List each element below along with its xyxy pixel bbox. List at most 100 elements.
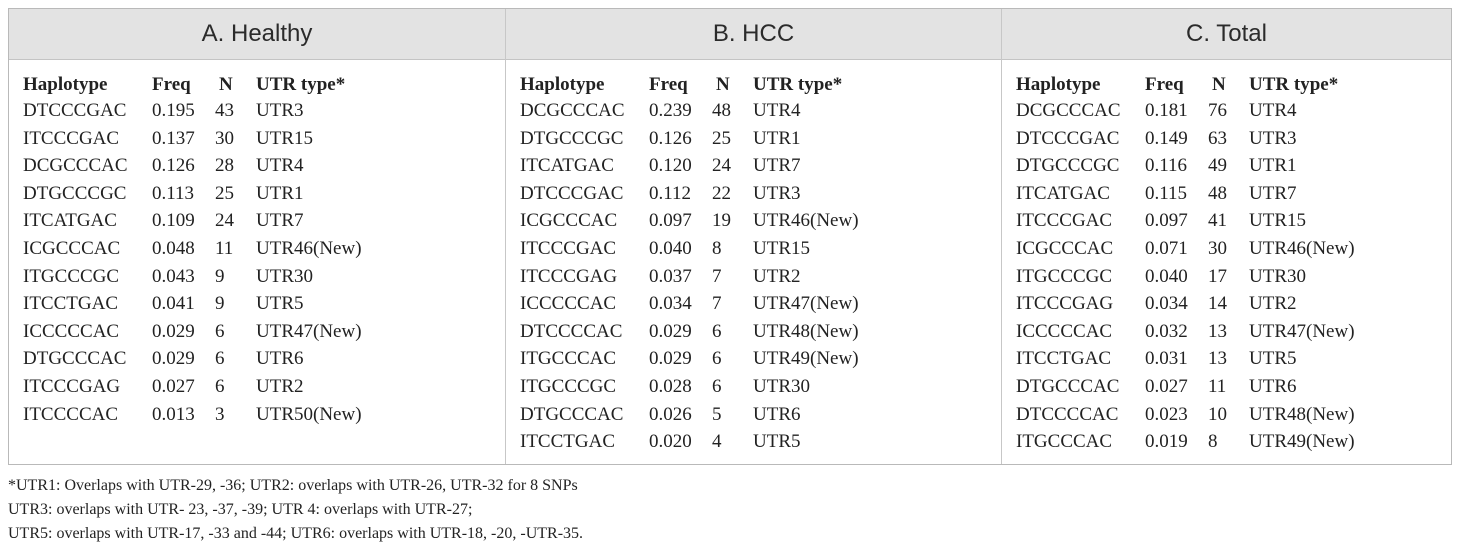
haplotype-cell: ITCATGAC bbox=[23, 210, 117, 232]
haplotype-cell: DTGCCCGC bbox=[23, 182, 127, 204]
utr-type-cell: UTR6 bbox=[256, 348, 304, 370]
haplotype-cell: ICGCCCAC bbox=[520, 210, 618, 232]
panel-rows: Haplotype Freq N UTR type* DCGCCCAC 0.181 76 UT… bbox=[1002, 72, 1451, 457]
column-header: Haplotype bbox=[520, 74, 605, 95]
freq-cell: 0.020 bbox=[649, 431, 692, 453]
freq-cell: 0.097 bbox=[649, 210, 692, 232]
table-row: DTCCCGAC 0.195 43 UTR3 bbox=[9, 98, 505, 126]
freq-cell: 0.032 bbox=[1145, 320, 1188, 342]
n-cell: 6 bbox=[215, 348, 225, 370]
table-row: DTCCCGAC 0.149 63 UTR3 bbox=[1002, 126, 1451, 154]
haplotype-cell: ITGCCCGC bbox=[23, 265, 120, 287]
freq-cell: 0.034 bbox=[649, 293, 692, 315]
column-header: N bbox=[1212, 74, 1226, 95]
freq-cell: 0.040 bbox=[649, 237, 692, 259]
utr-type-cell: UTR15 bbox=[753, 237, 810, 259]
freq-cell: 0.037 bbox=[649, 265, 692, 287]
utr-type-cell: UTR4 bbox=[256, 155, 304, 177]
utr-type-cell: UTR5 bbox=[753, 431, 801, 453]
freq-cell: 0.040 bbox=[1145, 265, 1188, 287]
table-row: ITGCCCGC 0.043 9 UTR30 bbox=[9, 264, 505, 292]
table-row: ICGCCCAC 0.097 19 UTR46(New) bbox=[506, 208, 1001, 236]
utr-type-cell: UTR2 bbox=[256, 375, 304, 397]
haplotype-cell: ICGCCCAC bbox=[1016, 237, 1114, 259]
table-row: ICCCCCAC 0.032 13 UTR47(New) bbox=[1002, 319, 1451, 347]
utr-type-cell: UTR5 bbox=[1249, 348, 1297, 370]
haplotype-cell: DCGCCCAC bbox=[23, 155, 128, 177]
utr-type-cell: UTR6 bbox=[753, 403, 801, 425]
haplotype-cell: ICGCCCAC bbox=[23, 237, 121, 259]
freq-cell: 0.034 bbox=[1145, 293, 1188, 315]
utr-type-cell: UTR49(New) bbox=[1249, 431, 1355, 453]
freq-cell: 0.027 bbox=[152, 375, 195, 397]
utr-type-cell: UTR7 bbox=[1249, 182, 1297, 204]
utr-type-cell: UTR7 bbox=[753, 155, 801, 177]
table-row: ICCCCCAC 0.034 7 UTR47(New) bbox=[506, 291, 1001, 319]
freq-cell: 0.028 bbox=[649, 375, 692, 397]
freq-cell: 0.195 bbox=[152, 100, 195, 121]
table-row: ITCCCGAG 0.027 6 UTR2 bbox=[9, 374, 505, 402]
haplotype-cell: DCGCCCAC bbox=[1016, 100, 1121, 121]
table-row: ITCATGAC 0.109 24 UTR7 bbox=[9, 208, 505, 236]
n-cell: 8 bbox=[1208, 431, 1218, 453]
freq-cell: 0.097 bbox=[1145, 210, 1188, 232]
n-cell: 8 bbox=[712, 237, 722, 259]
utr-type-cell: UTR30 bbox=[1249, 265, 1306, 287]
table-row: ITCCCGAC 0.040 8 UTR15 bbox=[506, 236, 1001, 264]
table-row: ITGCCCAC 0.019 8 UTR49(New) bbox=[1002, 429, 1451, 457]
freq-cell: 0.181 bbox=[1145, 100, 1188, 121]
table-row: ITGCCCAC 0.029 6 UTR49(New) bbox=[506, 346, 1001, 374]
n-cell: 28 bbox=[215, 155, 234, 177]
utr-type-cell: UTR47(New) bbox=[1249, 320, 1355, 342]
utr-type-cell: UTR48(New) bbox=[1249, 403, 1355, 425]
n-cell: 6 bbox=[215, 375, 225, 397]
n-cell: 11 bbox=[1208, 375, 1227, 397]
haplotype-cell: ICCCCCAC bbox=[520, 293, 617, 315]
utr-type-cell: UTR4 bbox=[753, 100, 801, 121]
utr-type-cell: UTR3 bbox=[753, 182, 801, 204]
freq-cell: 0.137 bbox=[152, 127, 195, 149]
haplotype-cell: ITGCCCGC bbox=[520, 375, 617, 397]
freq-cell: 0.149 bbox=[1145, 127, 1188, 149]
table-row: DCGCCCAC 0.239 48 UTR4 bbox=[506, 98, 1001, 126]
column-header: Freq bbox=[649, 74, 688, 95]
panel-total: C. Total Haplotype Freq N UTR type* DCGCCCAC… bbox=[1001, 9, 1451, 464]
footnote-line: UTR3: overlaps with UTR- 23, -37, -39; U… bbox=[8, 501, 473, 518]
utr-type-cell: UTR4 bbox=[1249, 100, 1297, 121]
column-header: UTR type* bbox=[256, 74, 346, 95]
table-row: DTCCCCAC 0.029 6 UTR48(New) bbox=[506, 319, 1001, 347]
n-cell: 43 bbox=[215, 100, 234, 121]
table-row: ITCCCGAG 0.037 7 UTR2 bbox=[506, 264, 1001, 292]
utr-type-cell: UTR1 bbox=[753, 127, 801, 149]
freq-cell: 0.109 bbox=[152, 210, 195, 232]
haplotype-cell: DCGCCCAC bbox=[520, 100, 625, 121]
haplotype-cell: ITGCCCAC bbox=[520, 348, 617, 370]
n-cell: 48 bbox=[1208, 182, 1227, 204]
n-cell: 6 bbox=[712, 348, 722, 370]
haplotype-cell: ITCCCGAG bbox=[1016, 293, 1114, 315]
table-row: ITCCTGAC 0.041 9 UTR5 bbox=[9, 291, 505, 319]
column-header: UTR type* bbox=[753, 74, 843, 95]
n-cell: 17 bbox=[1208, 265, 1227, 287]
n-cell: 49 bbox=[1208, 155, 1227, 177]
n-cell: 7 bbox=[712, 265, 722, 287]
table-row: ITCCCGAG 0.034 14 UTR2 bbox=[1002, 291, 1451, 319]
haplotype-cell: ITGCCCAC bbox=[1016, 431, 1113, 453]
utr-type-cell: UTR30 bbox=[256, 265, 313, 287]
table-row: DTGCCCAC 0.026 5 UTR6 bbox=[506, 402, 1001, 430]
panel-hcc: B. HCC Haplotype Freq N UTR type* DCGCCCAC 0.… bbox=[505, 9, 1001, 464]
n-cell: 11 bbox=[215, 237, 234, 259]
utr-type-cell: UTR3 bbox=[256, 100, 304, 121]
table-row: ITCCCGAC 0.097 41 UTR15 bbox=[1002, 208, 1451, 236]
freq-cell: 0.120 bbox=[649, 155, 692, 177]
freq-cell: 0.041 bbox=[152, 293, 195, 315]
haplotype-table: A. Healthy Haplotype Freq N UTR type* DTCCCG… bbox=[8, 8, 1452, 465]
haplotype-cell: DTGCCCGC bbox=[1016, 155, 1120, 177]
freq-cell: 0.031 bbox=[1145, 348, 1188, 370]
column-header: Haplotype bbox=[23, 74, 108, 95]
haplotype-cell: ITCCCGAC bbox=[520, 237, 617, 259]
utr-type-cell: UTR5 bbox=[256, 293, 304, 315]
utr-type-cell: UTR47(New) bbox=[256, 320, 362, 342]
n-cell: 9 bbox=[215, 293, 225, 315]
utr-type-cell: UTR1 bbox=[256, 182, 304, 204]
